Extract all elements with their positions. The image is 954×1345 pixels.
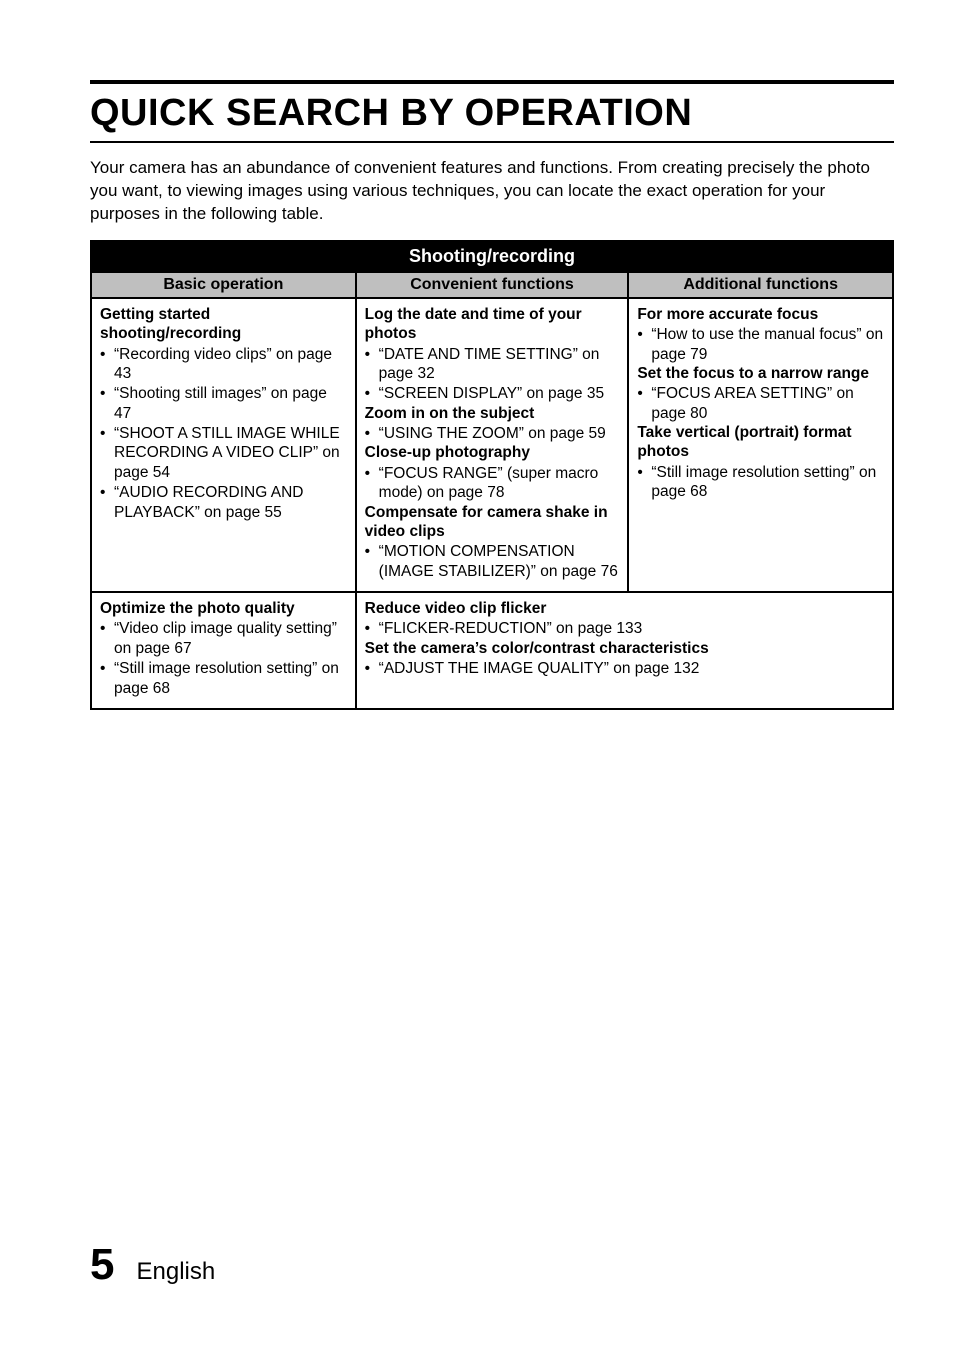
title-underline (90, 141, 894, 143)
list-item: “MOTION COMPENSATION (IMAGE STABILIZER)”… (365, 542, 620, 581)
list-compensate: “MOTION COMPENSATION (IMAGE STABILIZER)”… (365, 542, 620, 581)
list-optimize-quality: “Video clip image quality setting” on pa… (100, 619, 347, 698)
operation-table: Shooting/recording Basic operation Conve… (90, 240, 894, 710)
list-item: “AUDIO RECORDING AND PLAYBACK” on page 5… (100, 483, 347, 522)
list-item: “Recording video clips” on page 43 (100, 345, 347, 384)
list-item: “Video clip image quality setting” on pa… (100, 619, 347, 658)
list-vertical-portrait: “Still image resolution setting” on page… (637, 463, 884, 502)
list-item: “DATE AND TIME SETTING” on page 32 (365, 345, 620, 384)
heading-narrow-range: Set the focus to a narrow range (637, 364, 884, 383)
list-log-date: “DATE AND TIME SETTING” on page 32 “SCRE… (365, 345, 620, 404)
col-header-basic: Basic operation (91, 272, 356, 298)
cell-basic-row1: Getting started shooting/recording “Reco… (91, 298, 356, 592)
cell-convenient-row1: Log the date and time of your photos “DA… (356, 298, 629, 592)
cell-additional-row1: For more accurate focus “How to use the … (628, 298, 893, 592)
list-item: “FLICKER-REDUCTION” on page 133 (365, 619, 884, 638)
heading-reduce-flicker: Reduce video clip flicker (365, 599, 884, 618)
list-item: “How to use the manual focus” on page 79 (637, 325, 884, 364)
list-basic-row1: “Recording video clips” on page 43 “Shoo… (100, 345, 347, 522)
table-spanning-header: Shooting/recording (91, 241, 893, 272)
list-color-contrast: “ADJUST THE IMAGE QUALITY” on page 132 (365, 659, 884, 678)
list-item: “SHOOT A STILL IMAGE WHILE RECORDING A V… (100, 424, 347, 482)
page-title: QUICK SEARCH BY OPERATION (90, 92, 894, 135)
cell-wide-row2: Reduce video clip flicker “FLICKER-REDUC… (356, 592, 893, 709)
heading-log-date: Log the date and time of your photos (365, 305, 620, 344)
cell-basic-row2: Optimize the photo quality “Video clip i… (91, 592, 356, 709)
list-item: “FOCUS RANGE” (super macro mode) on page… (365, 464, 620, 503)
page-language: English (136, 1258, 215, 1286)
intro-text: Your camera has an abundance of convenie… (90, 157, 894, 226)
list-item: “FOCUS AREA SETTING” on page 80 (637, 384, 884, 423)
heading-closeup: Close-up photography (365, 443, 620, 462)
heading-zoom: Zoom in on the subject (365, 404, 620, 423)
list-item: “SCREEN DISPLAY” on page 35 (365, 384, 620, 403)
list-item: “ADJUST THE IMAGE QUALITY” on page 132 (365, 659, 884, 678)
heading-optimize-quality: Optimize the photo quality (100, 599, 347, 618)
page-footer: 5 English (90, 1240, 215, 1290)
list-item: “Still image resolution setting” on page… (637, 463, 884, 502)
heading-vertical-portrait: Take vertical (portrait) format photos (637, 423, 884, 462)
list-reduce-flicker: “FLICKER-REDUCTION” on page 133 (365, 619, 884, 638)
list-closeup: “FOCUS RANGE” (super macro mode) on page… (365, 464, 620, 503)
heading-compensate: Compensate for camera shake in video cli… (365, 503, 620, 542)
list-narrow-range: “FOCUS AREA SETTING” on page 80 (637, 384, 884, 423)
page-number: 5 (90, 1240, 114, 1290)
list-accurate-focus: “How to use the manual focus” on page 79 (637, 325, 884, 364)
list-item: “USING THE ZOOM” on page 59 (365, 424, 620, 443)
list-item: “Still image resolution setting” on page… (100, 659, 347, 698)
heading-getting-started: Getting started shooting/recording (100, 305, 347, 344)
list-item: “Shooting still images” on page 47 (100, 384, 347, 423)
heading-color-contrast: Set the camera’s color/contrast characte… (365, 639, 884, 658)
top-rule (90, 80, 894, 84)
list-zoom: “USING THE ZOOM” on page 59 (365, 424, 620, 443)
col-header-convenient: Convenient functions (356, 272, 629, 298)
heading-accurate-focus: For more accurate focus (637, 305, 884, 324)
col-header-additional: Additional functions (628, 272, 893, 298)
